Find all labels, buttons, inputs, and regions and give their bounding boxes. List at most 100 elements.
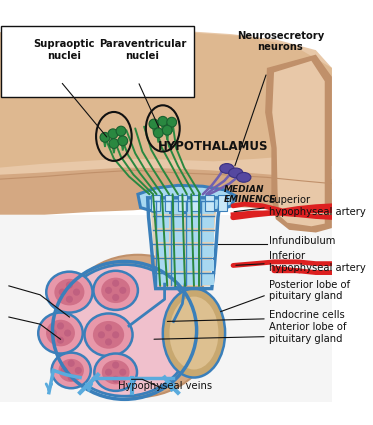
Bar [201,274,214,285]
Circle shape [162,125,172,135]
Polygon shape [103,142,107,147]
Bar [171,232,184,242]
Ellipse shape [163,289,225,377]
Polygon shape [265,54,332,232]
Bar [156,260,169,271]
Circle shape [59,289,66,296]
Bar [156,218,169,228]
Bar [178,195,187,211]
Ellipse shape [85,314,132,356]
Circle shape [60,367,68,374]
Circle shape [119,368,126,376]
Circle shape [118,136,128,146]
Polygon shape [170,127,173,132]
Circle shape [112,280,119,287]
Bar [201,218,214,228]
Circle shape [105,338,112,346]
Bar [186,232,199,242]
Circle shape [105,287,112,294]
Ellipse shape [93,321,124,348]
Polygon shape [272,61,325,226]
Circle shape [100,133,110,142]
Text: MEDIAN
EMINENCE: MEDIAN EMINENCE [224,184,276,204]
Text: Inferior
hypophyseal artery: Inferior hypophyseal artery [269,251,366,273]
Bar [186,274,199,285]
Polygon shape [0,28,332,184]
Circle shape [105,324,112,331]
Ellipse shape [60,255,216,397]
Text: Hypophyseal veins: Hypophyseal veins [117,381,211,391]
Bar [151,195,160,211]
Bar [218,195,227,211]
Ellipse shape [46,272,93,313]
Text: Posterior lobe of
pituitary gland: Posterior lobe of pituitary gland [269,280,350,301]
Ellipse shape [229,168,243,178]
Ellipse shape [56,264,194,396]
Circle shape [153,128,163,138]
Bar [171,260,184,271]
Bar [0,215,332,402]
Ellipse shape [51,353,91,388]
Text: Supraoptic
nuclei: Supraoptic nuclei [33,40,95,61]
Circle shape [116,126,126,136]
Bar [201,232,214,242]
Polygon shape [0,167,332,215]
Bar [201,260,214,271]
Polygon shape [157,137,160,143]
Bar [156,203,169,214]
Polygon shape [166,135,169,140]
Ellipse shape [94,354,137,391]
Ellipse shape [54,279,84,306]
FancyBboxPatch shape [1,26,194,97]
Circle shape [73,289,80,296]
Bar [171,218,184,228]
Circle shape [57,323,64,329]
Text: Superior
hypophyseal artery: Superior hypophyseal artery [269,195,366,217]
Circle shape [66,281,73,289]
Ellipse shape [101,278,130,303]
Circle shape [108,129,118,139]
Circle shape [64,329,71,337]
Ellipse shape [236,173,251,182]
Bar [171,246,184,257]
Polygon shape [150,200,218,286]
Bar [171,274,184,285]
Circle shape [57,337,64,344]
Bar [201,246,214,257]
Polygon shape [111,138,115,144]
Circle shape [105,368,112,376]
Bar [156,246,169,257]
Bar [201,203,214,214]
Ellipse shape [93,271,138,310]
Bar [191,195,200,211]
Polygon shape [138,185,236,213]
Circle shape [109,139,119,148]
Text: Neurosecretory
neurons: Neurosecretory neurons [236,31,324,52]
Text: Anterior lobe of
pituitary gland: Anterior lobe of pituitary gland [269,322,346,344]
Ellipse shape [46,320,75,346]
Text: HYPOTHALAMUS: HYPOTHALAMUS [158,140,269,153]
Circle shape [66,296,73,303]
Polygon shape [161,126,164,131]
Circle shape [167,117,176,127]
Polygon shape [0,29,332,167]
Circle shape [149,119,159,129]
Bar [186,246,199,257]
Bar [156,232,169,242]
Ellipse shape [59,359,84,382]
Ellipse shape [102,360,129,384]
Ellipse shape [38,313,83,354]
Ellipse shape [220,164,234,173]
Ellipse shape [169,297,219,369]
Bar [171,203,184,214]
Circle shape [158,116,168,126]
Polygon shape [152,128,156,134]
Bar [186,218,199,228]
Circle shape [68,374,75,381]
Polygon shape [121,145,125,151]
Circle shape [119,287,126,294]
Text: Endocrine cells: Endocrine cells [269,310,344,320]
Bar [205,195,213,211]
Circle shape [112,362,119,368]
Bar [164,195,173,211]
